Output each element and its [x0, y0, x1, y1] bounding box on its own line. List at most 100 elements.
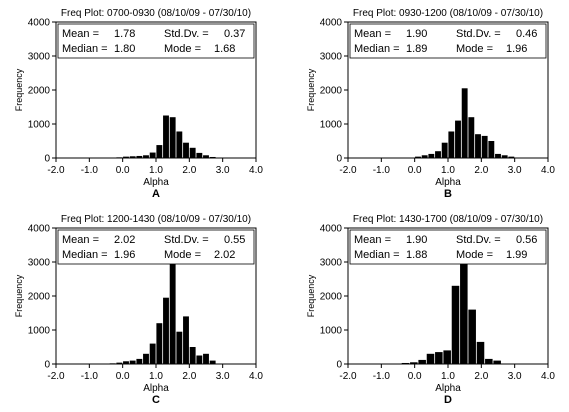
x-tick-label: -1.0 [373, 371, 391, 382]
x-tick-label: 1.0 [149, 165, 163, 176]
histogram-bar [488, 141, 495, 158]
x-axis-label: Alpha [435, 383, 461, 394]
y-tick-label: 3000 [320, 52, 343, 63]
mode-value: 1.68 [214, 43, 235, 55]
histogram-bar [149, 343, 156, 364]
histogram-bar [460, 256, 468, 364]
histogram-bar [455, 120, 461, 158]
x-tick-label: 0.0 [116, 165, 130, 176]
histogram-bar [203, 155, 209, 158]
histogram-bar [468, 309, 476, 364]
y-tick-label: 1000 [28, 326, 51, 337]
histogram-bar [123, 156, 129, 158]
chart-svg-a: Freq Plot: 0700-0930 (08/10/09 - 07/30/1… [14, 8, 263, 200]
x-tick-label: 2.0 [182, 371, 196, 382]
y-tick-label: 4000 [320, 224, 343, 235]
x-tick-label: -1.0 [81, 165, 99, 176]
sd-value: 0.55 [224, 234, 245, 246]
panel-letter: A [152, 188, 160, 200]
x-tick-label: 3.0 [508, 371, 522, 382]
sd-value: 0.56 [516, 234, 537, 246]
sd-label: Std.Dv. = [164, 28, 209, 40]
histogram-bar [136, 155, 143, 158]
mean-label: Mean = [354, 234, 391, 246]
chart-svg-d: Freq Plot: 1430-1700 (08/10/09 - 07/30/1… [306, 214, 555, 406]
histogram-bar [196, 355, 203, 364]
y-axis-label: Frequency [14, 274, 24, 317]
x-tick-label: 3.0 [216, 371, 230, 382]
histogram-bar [156, 323, 163, 364]
histogram-bar [156, 145, 163, 158]
mode-label: Mode = [164, 43, 201, 55]
median-label: Median = [62, 249, 108, 261]
histogram-bar [461, 88, 468, 158]
histogram-bar [149, 152, 156, 158]
histogram-bar [183, 142, 189, 158]
y-tick-label: 0 [44, 360, 50, 371]
x-tick-label: 2.0 [474, 371, 488, 382]
histogram-bar [209, 156, 216, 158]
x-tick-label: 2.0 [474, 165, 488, 176]
histogram-bar [475, 134, 481, 158]
x-axis-label: Alpha [143, 177, 169, 188]
mean-value: 1.78 [114, 28, 135, 40]
histogram-bar [129, 156, 136, 158]
y-tick-label: 3000 [28, 258, 51, 269]
histogram-bar [451, 285, 460, 364]
chart-svg-c: Freq Plot: 1200-1430 (08/10/09 - 07/30/1… [14, 214, 263, 406]
y-tick-label: 0 [336, 154, 342, 165]
chart-title: Freq Plot: 0700-0930 (08/10/09 - 07/30/1… [61, 8, 251, 19]
mode-label: Mode = [456, 43, 493, 55]
median-value: 1.96 [114, 249, 135, 261]
sd-label: Std.Dv. = [164, 234, 209, 246]
panel-letter: B [444, 188, 452, 200]
histogram-bar [189, 147, 196, 158]
median-value: 1.89 [406, 43, 427, 55]
stats-box [57, 23, 255, 59]
x-tick-label: -2.0 [339, 371, 357, 382]
histogram-bar [476, 341, 485, 364]
y-axis-label: Frequency [306, 274, 316, 317]
x-tick-label: 4.0 [249, 165, 263, 176]
histogram-bar [415, 156, 421, 158]
histogram-bar [183, 316, 189, 364]
chart-title: Freq Plot: 1200-1430 (08/10/09 - 07/30/1… [61, 214, 251, 225]
histogram-bar [189, 347, 196, 364]
chart-panel-b: Freq Plot: 0930-1200 (08/10/09 - 07/30/1… [300, 6, 560, 206]
histogram-bar [468, 117, 475, 158]
chart-panel-d: Freq Plot: 1430-1700 (08/10/09 - 07/30/1… [300, 212, 560, 412]
y-tick-label: 1000 [28, 120, 51, 131]
y-tick-label: 3000 [320, 258, 343, 269]
histogram-bar [481, 135, 488, 158]
histogram-bar [176, 331, 183, 364]
histogram-bar [196, 152, 203, 158]
histogram-bar [448, 131, 455, 158]
x-tick-label: 0.0 [408, 371, 422, 382]
histogram-bar [495, 153, 501, 158]
histogram-bar [421, 155, 428, 158]
mode-value: 1.96 [506, 43, 527, 55]
panel-letter: C [152, 394, 160, 406]
y-tick-label: 1000 [320, 120, 343, 131]
y-tick-label: 0 [336, 360, 342, 371]
y-tick-label: 0 [44, 154, 50, 165]
histogram-bar [116, 362, 123, 364]
chart-title: Freq Plot: 0930-1200 (08/10/09 - 07/30/1… [353, 8, 543, 19]
x-tick-label: -2.0 [47, 371, 65, 382]
y-tick-label: 2000 [28, 292, 51, 303]
x-axis-label: Alpha [435, 177, 461, 188]
median-label: Median = [354, 43, 400, 55]
sd-value: 0.37 [224, 28, 245, 40]
histogram-bar [485, 358, 493, 364]
median-label: Median = [62, 43, 108, 55]
x-tick-label: 1.0 [441, 165, 455, 176]
histogram-bar [493, 360, 501, 364]
x-tick-label: 1.0 [441, 371, 455, 382]
x-tick-label: 3.0 [508, 165, 522, 176]
mean-value: 1.90 [406, 234, 427, 246]
mean-label: Mean = [62, 28, 99, 40]
histogram-bar [163, 115, 169, 158]
panel-letter: D [444, 394, 452, 406]
histogram-bar [136, 358, 143, 364]
histogram-bar [428, 153, 435, 158]
